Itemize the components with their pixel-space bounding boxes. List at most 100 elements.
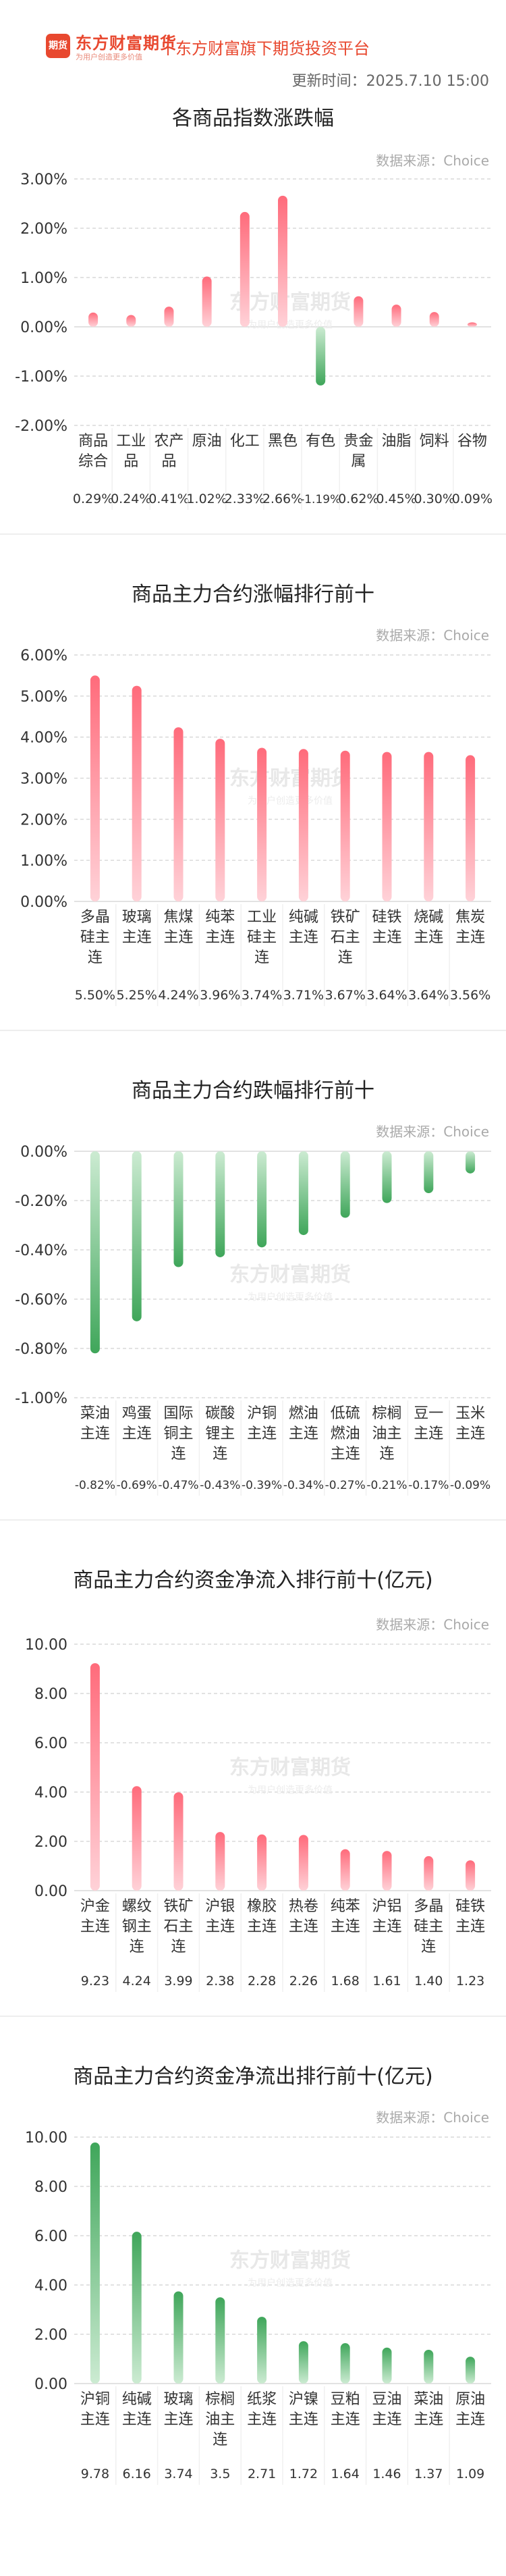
bar-loss[interactable] [382, 1151, 392, 1203]
bar-inflow[interactable] [298, 1835, 308, 1891]
bar-loss[interactable] [215, 1151, 225, 1257]
bar-inflow[interactable] [466, 1860, 476, 1891]
bar-gain[interactable] [424, 752, 434, 901]
bar-loss[interactable] [340, 1151, 350, 1218]
section-divider [0, 2016, 506, 2017]
bar-outflow[interactable] [340, 2343, 350, 2384]
data-label: -0.17% [408, 1479, 449, 1492]
data-label: -0.82% [75, 1479, 115, 1492]
bar-inflow[interactable] [90, 1663, 100, 1891]
bar-loss[interactable] [298, 1151, 308, 1236]
bar-gain[interactable] [466, 755, 476, 901]
bar-inflow[interactable] [257, 1834, 267, 1891]
bar-outflow[interactable] [298, 2341, 308, 2384]
y-tick-label: -0.20% [15, 1193, 67, 1210]
y-tick-label: 1.00% [20, 270, 67, 287]
update-time: 更新时间：2025.7.10 15:00 [291, 73, 489, 90]
bar-inflow[interactable] [173, 1792, 184, 1891]
bar-loss[interactable] [132, 1151, 142, 1321]
x-tick-label: 低硫燃油主连 [331, 1405, 360, 1463]
bar-outflow[interactable] [466, 2357, 476, 2384]
watermark-name: 东方财富期货 [229, 291, 351, 315]
bar-inflow[interactable] [382, 1851, 392, 1891]
bar-index[interactable] [354, 296, 364, 327]
data-label: 6.16 [123, 2467, 151, 2481]
data-label: 3.96% [200, 988, 240, 1003]
x-tick-label: 菜油主连 [414, 2391, 443, 2428]
data-label: -0.43% [200, 1479, 240, 1492]
bar-index[interactable] [467, 322, 477, 327]
bar-outflow[interactable] [215, 2297, 225, 2384]
x-tick-label: 农产品 [154, 433, 184, 470]
bar-loss[interactable] [257, 1151, 267, 1248]
bar-index[interactable] [88, 312, 99, 327]
data-label: 0.45% [376, 492, 416, 506]
bar-inflow[interactable] [132, 1786, 142, 1891]
watermark-slogan: 为用户创造更多价值 [248, 795, 333, 807]
x-tick-label: 谷物 [457, 433, 487, 450]
bar-gain[interactable] [257, 747, 267, 901]
data-label: 9.23 [81, 1974, 109, 1989]
y-tick-label: 0.00% [20, 1144, 67, 1161]
bar-index[interactable] [429, 312, 439, 327]
bar-index[interactable] [202, 276, 212, 327]
bar-gain[interactable] [298, 749, 308, 901]
x-tick-label: 沪铝主连 [372, 1898, 401, 1935]
bar-outflow[interactable] [90, 2143, 100, 2384]
bar-outflow[interactable] [132, 2232, 142, 2384]
x-tick-label: 菜油主连 [80, 1405, 110, 1442]
x-tick-label: 棕榈油主连 [372, 1405, 401, 1463]
x-tick-label: 棕榈油主连 [205, 2391, 235, 2448]
bar-index[interactable] [391, 305, 401, 327]
data-label: -0.34% [283, 1479, 324, 1492]
x-tick-label: 热卷主连 [289, 1898, 318, 1935]
bar-index[interactable] [126, 315, 136, 327]
x-tick-label: 豆一主连 [414, 1405, 443, 1442]
y-tick-label: 2.00% [20, 812, 67, 829]
x-tick-label: 沪铜主连 [247, 1405, 277, 1442]
bar-outflow[interactable] [257, 2317, 267, 2384]
bar-gain[interactable] [173, 727, 184, 901]
brand-divider [167, 35, 169, 55]
bar-gain[interactable] [215, 739, 225, 901]
bar-loss[interactable] [424, 1151, 434, 1194]
x-tick-label: 烧碱主连 [414, 909, 443, 946]
x-tick-label: 玻璃主连 [163, 2391, 193, 2428]
y-tick-label: 6.00% [20, 648, 67, 664]
x-tick-label: 多晶硅主连 [80, 909, 110, 966]
bar-index[interactable] [240, 211, 250, 327]
bar-inflow[interactable] [215, 1832, 225, 1891]
bar-loss[interactable] [173, 1151, 184, 1267]
bar-outflow[interactable] [173, 2291, 184, 2384]
bar-gain[interactable] [340, 750, 350, 901]
x-tick-label: 铁矿石主连 [331, 909, 360, 966]
y-tick-label: 8.00 [34, 2179, 67, 2196]
bar-index[interactable] [164, 307, 174, 327]
x-tick-label: 碳酸锂主连 [205, 1405, 235, 1463]
x-tick-label: 橡胶主连 [247, 1898, 277, 1935]
data-label: -0.21% [366, 1479, 407, 1492]
bar-loss[interactable] [466, 1151, 476, 1174]
bar-outflow[interactable] [424, 2349, 434, 2384]
x-tick-label: 螺纹钢主连 [122, 1898, 152, 1955]
bar-inflow[interactable] [424, 1856, 434, 1891]
bar-index[interactable] [278, 195, 287, 327]
y-tick-label: -1.00% [15, 369, 67, 386]
data-label: 0.41% [148, 492, 189, 506]
data-label: 1.37 [414, 2467, 443, 2481]
bar-loss[interactable] [90, 1151, 100, 1354]
data-label: -1.19% [300, 493, 341, 506]
data-label: 3.99 [164, 1974, 192, 1989]
bar-outflow[interactable] [382, 2347, 392, 2384]
x-tick-label: 有色 [306, 433, 335, 450]
watermark-name: 东方财富期货 [229, 767, 351, 791]
bar-inflow[interactable] [340, 1849, 350, 1891]
brand-name: 东方财富期货 [76, 34, 177, 53]
bar-gain[interactable] [90, 675, 100, 901]
page-header: 期货 东方财富期货 为用户创造更多价值 东方财富旗下期货投资平台 更新时间：20… [0, 0, 506, 95]
y-tick-label: 1.00% [20, 853, 67, 870]
bar-index[interactable] [316, 327, 326, 386]
chart-title-outflow: 商品主力合约资金净流出排行前十(亿元) [73, 2065, 433, 2088]
bar-gain[interactable] [132, 685, 142, 901]
bar-gain[interactable] [382, 752, 392, 901]
